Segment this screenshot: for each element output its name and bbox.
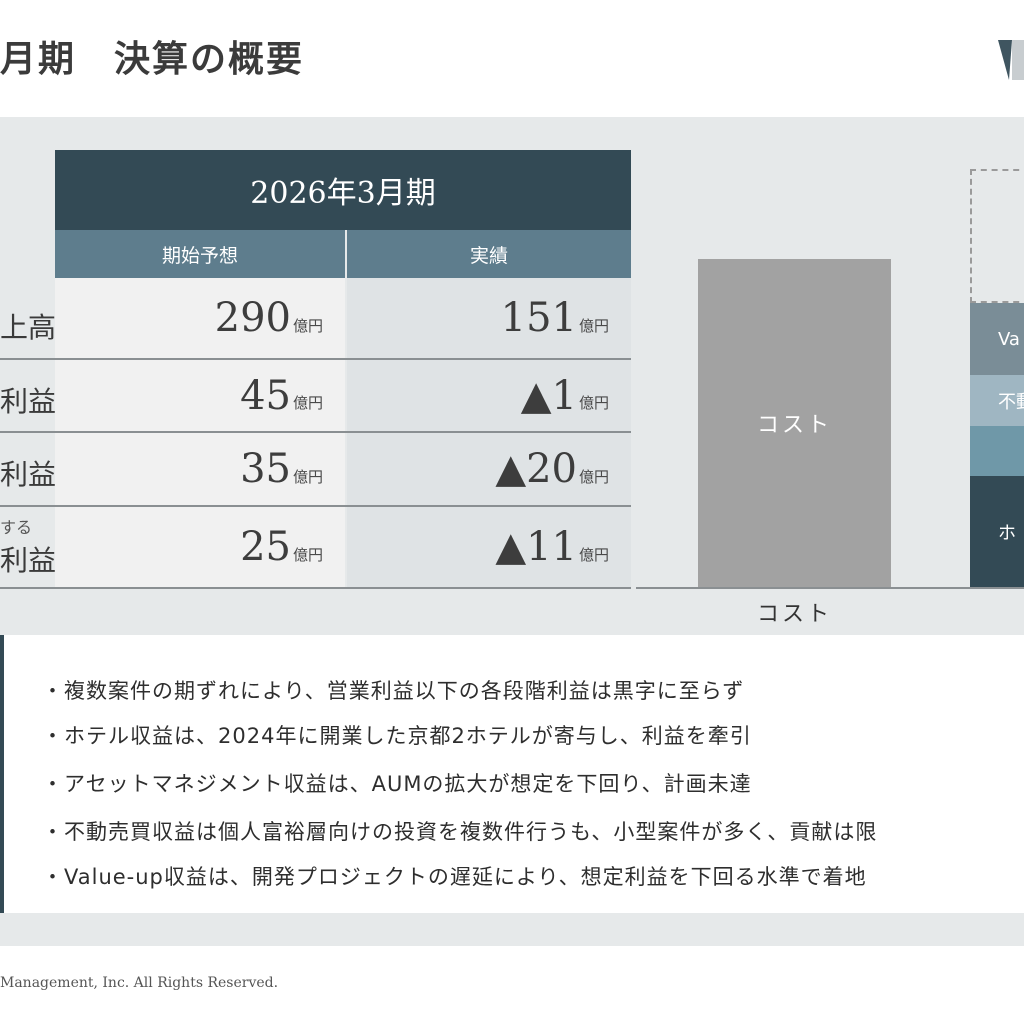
unit-label: 億円 [578,546,609,564]
actual-cell: ▲20 億円 [347,433,631,505]
cost-axis-label: コスト [756,602,832,627]
forecast-cell: 45 億円 [55,360,345,431]
actual-value: ▲20 [495,446,577,492]
forecast-column-header: 期始予想 [55,230,345,278]
logo-icon [998,40,1024,80]
row-label: 利益 [0,544,57,577]
forecast-cell: 25 億円 [55,507,345,587]
page-title: 月期 決算の概要 [0,39,305,80]
unit-label: 億円 [578,317,609,335]
unit-label: 億円 [292,317,323,335]
table-row: 利益 45 億円 ▲1 億円 [0,360,631,431]
unit-label: 億円 [578,468,609,486]
copyright-text: Management, Inc. All Rights Reserved. [0,975,279,991]
note-item: ・不動売買収益は個人富裕層向けの投資を複数件行うも、小型案件が多く、貢献は限 [42,820,878,844]
accent-bar [0,635,4,913]
row-label: 利益 [0,385,57,418]
period-header: 2026年3月期 [55,150,631,230]
row-divider [0,431,631,433]
forecast-value: 290 [214,295,291,341]
forecast-cell: 290 億円 [55,278,345,358]
actual-cell: ▲1 億円 [347,360,631,431]
target-dashed-box [970,169,1024,303]
note-item: ・ホテル収益は、2024年に開業した京都2ホテルが寄与し、利益を牽引 [42,724,752,748]
row-label: 利益 [0,458,57,491]
bottom-band [0,913,1024,946]
forecast-cell: 35 億円 [55,433,345,505]
unit-label: 億円 [292,394,323,412]
row-divider [0,505,631,507]
notes-box: ・複数案件の期ずれにより、営業利益以下の各段階利益は黒字に至らず ・ホテル収益は… [0,635,1024,913]
actual-cell: 151 億円 [347,278,631,358]
table-row: 上高 290 億円 151 億円 [0,278,631,358]
forecast-value: 35 [240,446,291,492]
value-up-segment: Va [970,303,1024,375]
row-divider [0,587,631,589]
actual-value: 151 [500,295,577,341]
real-estate-segment: 不動 [970,375,1024,426]
table-row: する 利益 25 億円 ▲11 億円 [0,507,631,587]
unit-label: 億円 [578,394,609,412]
hotel-segment: ホ [970,476,1024,587]
forecast-value: 25 [240,524,291,570]
table-row: 利益 35 億円 ▲20 億円 [0,433,631,505]
note-item: ・アセットマネジメント収益は、AUMの拡大が想定を下回り、計画未達 [42,772,752,796]
forecast-value: 45 [240,372,291,419]
row-divider [0,358,631,360]
asset-management-segment [970,426,1024,476]
chart-baseline [636,587,1024,589]
unit-label: 億円 [292,468,323,486]
actual-value: ▲1 [520,372,577,419]
row-label-prefix: する [0,518,33,537]
row-label: 上高 [0,311,57,344]
actual-column-header: 実績 [347,230,631,278]
cost-bar: コスト [698,259,891,587]
actual-cell: ▲11 億円 [347,507,631,587]
note-item: ・複数案件の期ずれにより、営業利益以下の各段階利益は黒字に至らず [42,679,745,703]
actual-value: ▲11 [495,524,577,570]
note-item: ・Value-up収益は、開発プロジェクトの遅延により、想定利益を下回る水準で着… [42,865,867,889]
unit-label: 億円 [292,546,323,564]
